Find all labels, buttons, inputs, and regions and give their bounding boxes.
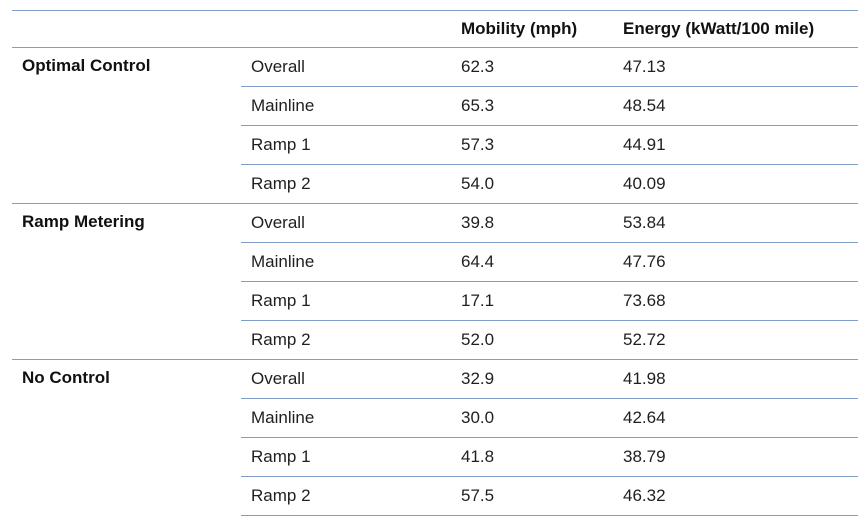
mobility-cell: 62.3 [451, 47, 613, 87]
segment-cell: Mainline [241, 242, 451, 282]
energy-cell: 48.54 [613, 86, 858, 126]
segment-cell: Ramp 2 [241, 320, 451, 360]
segment-cell: Ramp 1 [241, 125, 451, 165]
energy-cell: 40.09 [613, 164, 858, 204]
mobility-cell: 52.0 [451, 320, 613, 360]
mobility-cell: 65.3 [451, 86, 613, 126]
table-row: Mainline 30.0 42.64 [12, 398, 858, 438]
energy-cell: 47.13 [613, 47, 858, 87]
table-row: Ramp 1 17.1 73.68 [12, 281, 858, 321]
table-body: Optimal Control Overall 62.3 47.13 Mainl… [12, 47, 858, 516]
segment-cell: Mainline [241, 86, 451, 126]
table-header: Mobility (mph) Energy (kWatt/100 mile) [12, 10, 858, 48]
header-mobility: Mobility (mph) [451, 10, 613, 48]
segment-cell: Mainline [241, 398, 451, 438]
segment-cell: Ramp 2 [241, 476, 451, 516]
segment-cell: Ramp 1 [241, 281, 451, 321]
energy-cell: 73.68 [613, 281, 858, 321]
mobility-cell: 57.5 [451, 476, 613, 516]
table-row: Ramp 1 41.8 38.79 [12, 437, 858, 477]
header-segment [241, 10, 451, 48]
energy-cell: 53.84 [613, 203, 858, 243]
results-table-container: Mobility (mph) Energy (kWatt/100 mile) O… [12, 10, 858, 516]
table-row: Ramp 1 57.3 44.91 [12, 125, 858, 165]
mobility-cell: 30.0 [451, 398, 613, 438]
mobility-cell: 54.0 [451, 164, 613, 204]
energy-cell: 46.32 [613, 476, 858, 516]
mobility-cell: 64.4 [451, 242, 613, 282]
header-row: Mobility (mph) Energy (kWatt/100 mile) [12, 10, 858, 48]
table-row: Optimal Control Overall 62.3 47.13 [12, 47, 858, 204]
table-row: Mainline 65.3 48.54 [12, 86, 858, 126]
table-row: Mainline 64.4 47.76 [12, 242, 858, 282]
group-label: Ramp Metering [12, 203, 241, 360]
segment-cell: Ramp 2 [241, 164, 451, 204]
header-group [12, 10, 241, 48]
results-table: Mobility (mph) Energy (kWatt/100 mile) O… [12, 10, 858, 516]
energy-cell: 47.76 [613, 242, 858, 282]
table-row: No Control Overall 32.9 41.98 [12, 359, 858, 516]
segment-cell: Overall [241, 47, 451, 87]
segment-cell: Ramp 1 [241, 437, 451, 477]
mobility-cell: 32.9 [451, 359, 613, 399]
table-row: Ramp 2 52.0 52.72 [12, 320, 858, 360]
energy-cell: 42.64 [613, 398, 858, 438]
segment-cell: Overall [241, 203, 451, 243]
energy-cell: 41.98 [613, 359, 858, 399]
group-label: No Control [12, 359, 241, 516]
mobility-cell: 41.8 [451, 437, 613, 477]
segment-cell: Overall [241, 359, 451, 399]
mobility-cell: 57.3 [451, 125, 613, 165]
header-energy: Energy (kWatt/100 mile) [613, 10, 858, 48]
group-label: Optimal Control [12, 47, 241, 204]
mobility-cell: 17.1 [451, 281, 613, 321]
energy-cell: 44.91 [613, 125, 858, 165]
table-row: Ramp 2 57.5 46.32 [12, 476, 858, 516]
energy-cell: 52.72 [613, 320, 858, 360]
table-row: Ramp Metering Overall 39.8 53.84 [12, 203, 858, 360]
energy-cell: 38.79 [613, 437, 858, 477]
mobility-cell: 39.8 [451, 203, 613, 243]
table-row: Ramp 2 54.0 40.09 [12, 164, 858, 204]
